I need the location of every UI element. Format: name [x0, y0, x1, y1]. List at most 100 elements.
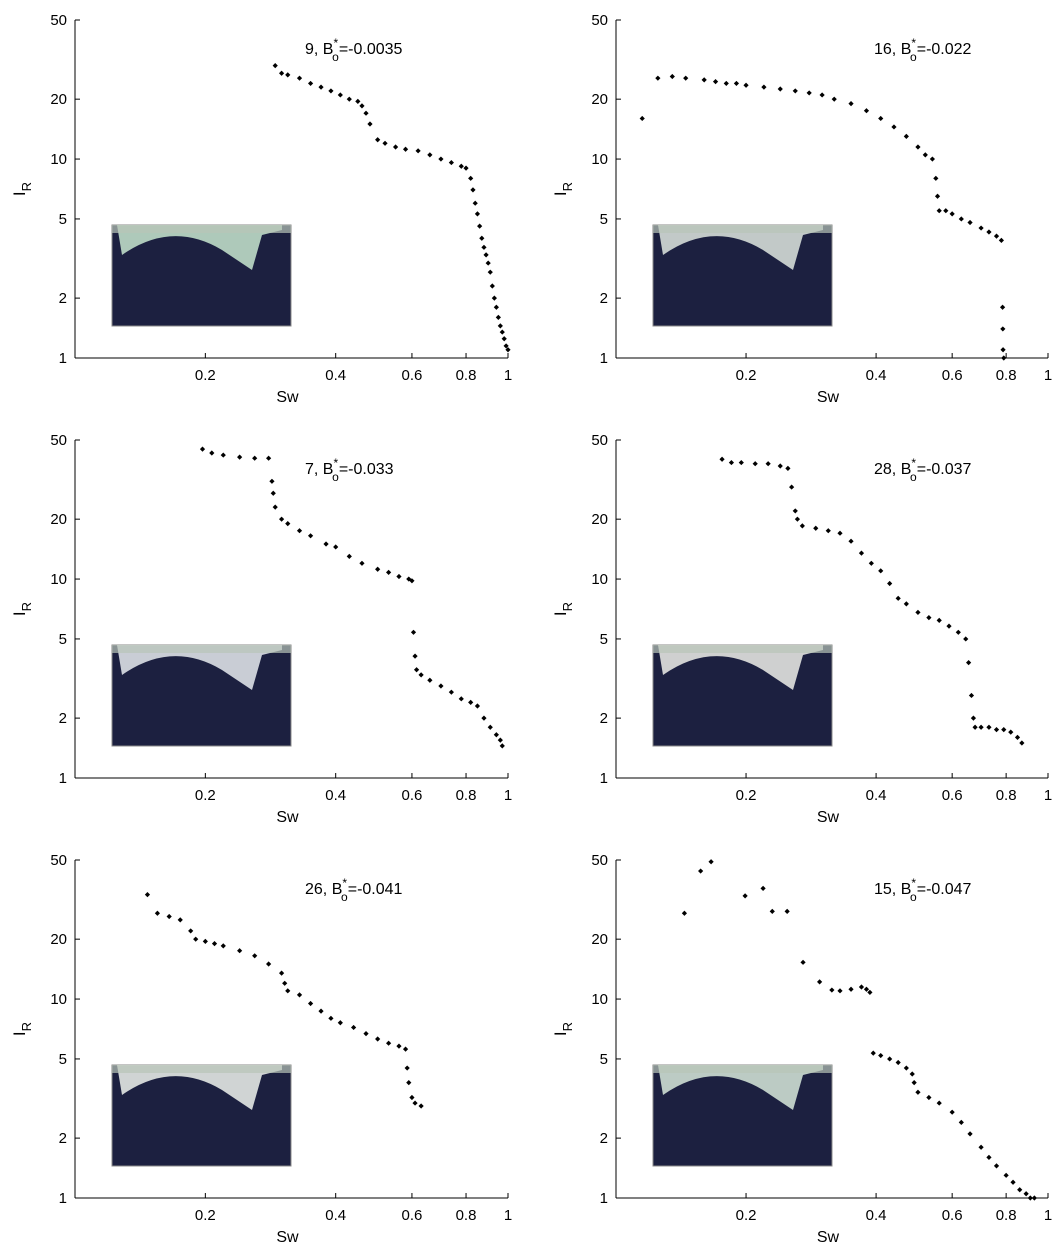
data-point [412, 1100, 418, 1106]
y-tick-label: 20 [591, 91, 608, 108]
data-point [963, 636, 969, 642]
data-point [895, 1059, 901, 1066]
data-point [1000, 347, 1006, 353]
x-tick-label: 0.2 [736, 787, 757, 804]
data-point [382, 140, 388, 146]
data-point [406, 1080, 412, 1086]
data-point [487, 724, 493, 730]
data-point [816, 979, 823, 985]
y-tick-label: 1 [600, 770, 608, 787]
data-point [752, 461, 758, 467]
data-point [296, 528, 303, 534]
data-point [463, 165, 469, 171]
y-tick-label: 10 [50, 571, 67, 588]
inset-band [112, 645, 291, 653]
data-point [202, 938, 208, 944]
subplot: 1 2 5 10 20 50 0.2 0.4 0.6 0.8 1 Sw IR 15, B* o=-0.047 [551, 852, 1052, 1246]
y-label-main: I [10, 611, 29, 616]
x-tick-label: 0.8 [996, 367, 1017, 384]
data-point [972, 724, 978, 730]
y-tick-label: 10 [50, 991, 67, 1008]
x-tick-label: 0.4 [866, 1207, 887, 1224]
y-tick-label: 10 [591, 151, 608, 168]
x-tick-label: 1 [1044, 1207, 1052, 1224]
data-point [193, 936, 199, 942]
data-point [448, 689, 454, 695]
y-axis-label: IR [10, 1022, 34, 1036]
data-point [199, 446, 206, 452]
inset-image [111, 644, 292, 747]
data-point [499, 329, 505, 335]
data-point [769, 908, 775, 914]
data-point [333, 544, 339, 550]
data-point [946, 623, 952, 629]
data-point [346, 553, 352, 559]
x-axis-label: Sw [276, 809, 299, 826]
x-axis-label: Sw [817, 389, 840, 406]
x-tick-label: 0.6 [942, 1207, 963, 1224]
annotation: 7, B* o=-0.033 [305, 456, 394, 484]
data-point [328, 88, 334, 94]
y-tick-label: 50 [50, 852, 67, 869]
data-point [386, 569, 392, 576]
x-tick-label: 0.4 [866, 367, 887, 384]
data-point [282, 980, 288, 986]
data-point [760, 885, 766, 891]
data-point [493, 732, 499, 738]
inset-feature [658, 225, 823, 270]
y-tick-label: 2 [59, 1130, 67, 1147]
data-point [278, 70, 285, 76]
data-point [481, 244, 487, 250]
annotation-prefix: 16, B [874, 41, 911, 58]
data-point [926, 615, 932, 621]
inset-band [653, 225, 832, 233]
data-point [863, 986, 870, 992]
data-point [220, 943, 226, 949]
data-point [418, 672, 424, 678]
inset-band [653, 645, 832, 653]
data-point [655, 75, 661, 81]
data-point [285, 988, 291, 994]
data-point [415, 148, 421, 154]
y-tick-label: 5 [600, 631, 608, 648]
data-point [472, 200, 478, 206]
y-tick-label: 50 [50, 432, 67, 449]
inset-feature [117, 225, 282, 270]
data-point [867, 989, 873, 996]
data-point [978, 724, 984, 730]
data-point [895, 595, 901, 601]
x-tick-label: 0.2 [195, 367, 216, 384]
data-point [958, 216, 964, 222]
data-point [495, 314, 501, 320]
data-point [499, 743, 505, 749]
x-tick-label: 0.8 [996, 787, 1017, 804]
data-point [837, 988, 843, 994]
data-point [269, 478, 275, 484]
x-tick-label: 0.4 [325, 787, 346, 804]
data-point [936, 1100, 942, 1106]
data-point [328, 1015, 334, 1021]
y-tick-label: 20 [50, 91, 67, 108]
data-point [806, 90, 812, 96]
data-point [993, 1163, 1000, 1169]
data-point [887, 580, 893, 587]
data-point [922, 152, 928, 158]
y-tick-label: 50 [591, 432, 608, 449]
x-tick-label: 0.8 [456, 787, 477, 804]
data-point [949, 1109, 955, 1115]
data-point [1003, 1172, 1009, 1178]
annotation-suffix: =-0.0035 [339, 41, 403, 58]
data-point [915, 1089, 921, 1095]
x-tick-label: 0.2 [736, 1207, 757, 1224]
x-tick-label: 0.4 [866, 787, 887, 804]
data-point [386, 1040, 392, 1046]
data-point [733, 80, 740, 87]
x-tick-label: 0.6 [942, 367, 963, 384]
y-label-sub: R [560, 1022, 575, 1031]
inset-feature [658, 645, 823, 690]
y-axis-label: IR [551, 182, 575, 196]
data-point [493, 304, 499, 310]
data-point [998, 237, 1004, 244]
data-point [949, 211, 955, 217]
data-point [777, 86, 783, 92]
